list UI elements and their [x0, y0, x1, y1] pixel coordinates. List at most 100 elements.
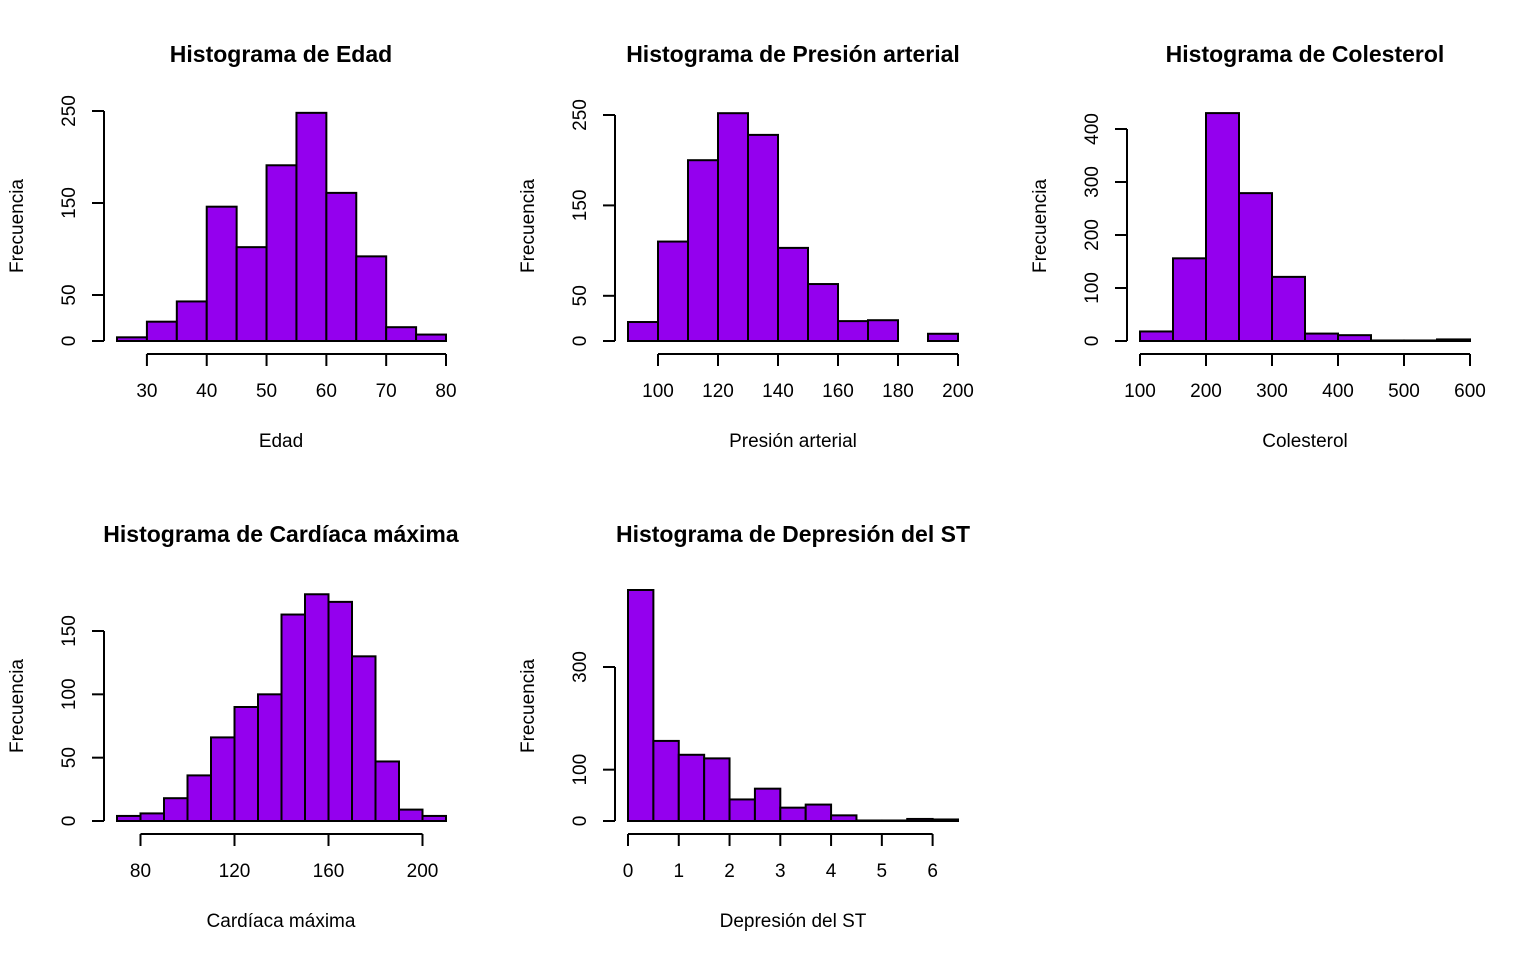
y-tick-label: 0: [570, 336, 591, 347]
y-tick-label: 150: [570, 190, 591, 222]
x-tick-label: 5: [877, 861, 888, 882]
histogram-bar: [257, 693, 283, 822]
histogram-bar: [1370, 339, 1405, 343]
histogram-bar: [116, 336, 148, 343]
panel-presion-arterial: Histograma de Presión arterial Presión a…: [518, 41, 974, 452]
histogram-bar: [627, 321, 659, 342]
x-tick-label: 100: [1124, 381, 1156, 402]
x-tick-label: 300: [1256, 381, 1288, 402]
chart-title: Histograma de Presión arterial: [626, 41, 960, 67]
y-tick-label: 50: [570, 285, 591, 306]
y-tick-label: 0: [570, 816, 591, 827]
x-tick-label: 400: [1322, 381, 1354, 402]
histogram-bar: [753, 787, 782, 822]
histogram-bar: [175, 300, 208, 343]
y-axis-label: Frecuencia: [518, 179, 539, 273]
x-axis-label: Cardíaca máxima: [207, 911, 356, 932]
histogram-bar: [145, 320, 178, 342]
histogram-bar: [265, 164, 298, 342]
histogram-bar: [830, 814, 858, 822]
chart-title: Histograma de Edad: [170, 41, 392, 67]
y-tick-label: 200: [1082, 219, 1103, 251]
histogram-bar: [280, 613, 306, 822]
histogram-bar: [777, 246, 809, 342]
histogram-bar: [779, 806, 807, 822]
x-tick-label: 140: [762, 381, 794, 402]
histogram-bar: [355, 255, 388, 342]
y-tick-label: 50: [59, 284, 80, 305]
y-tick-label: 150: [59, 615, 80, 647]
x-tick-label: 50: [256, 381, 277, 402]
y-tick-label: 100: [59, 678, 80, 710]
histogram-bar: [163, 797, 189, 823]
histogram-bar: [398, 808, 424, 822]
x-tick-label: 200: [407, 861, 439, 882]
x-tick-label: 0: [623, 861, 634, 882]
x-tick-label: 500: [1388, 381, 1420, 402]
y-tick-label: 400: [1082, 113, 1103, 145]
x-tick-label: 70: [376, 381, 397, 402]
x-tick-label: 600: [1454, 381, 1486, 402]
histogram-bar: [1205, 112, 1240, 342]
x-axis-label: Depresión del ST: [720, 911, 867, 932]
histogram-bar: [657, 240, 689, 342]
histogram-bar: [295, 111, 328, 342]
x-tick-label: 6: [927, 861, 938, 882]
x-tick-label: 80: [130, 861, 151, 882]
histogram-bar: [927, 332, 959, 343]
histogram-bar: [717, 112, 749, 342]
x-tick-label: 30: [136, 381, 157, 402]
x-tick-label: 180: [882, 381, 914, 402]
histogram-bar: [1436, 338, 1471, 343]
histogram-bar: [703, 757, 731, 823]
panel-edad: Histograma de Edad Edad Frecuencia 30 40 5…: [7, 41, 457, 452]
histogram-bar: [210, 736, 236, 823]
x-tick-label: 3: [775, 861, 786, 882]
panel-depresion-st: Histograma de Depresión del ST Depresión…: [518, 521, 970, 932]
y-axis-label: Frecuencia: [7, 179, 28, 273]
histogram-bar: [304, 593, 330, 822]
x-tick-label: 40: [196, 381, 217, 402]
x-tick-label: 80: [435, 381, 456, 402]
y-tick-label: 0: [59, 816, 80, 827]
histogram-bar: [728, 798, 756, 823]
chart-title: Histograma de Depresión del ST: [616, 521, 970, 547]
histogram-bar: [415, 333, 448, 342]
y-tick-label: 0: [1082, 336, 1103, 347]
y-tick-label: 100: [1082, 272, 1103, 304]
histogram-bar: [855, 819, 883, 823]
histogram-bar: [1304, 332, 1339, 342]
x-tick-label: 200: [1190, 381, 1222, 402]
x-axis-label: Presión arterial: [729, 431, 857, 452]
panel-cardiaca-maxima: Histograma de Cardíaca máxima Cardíaca m…: [7, 521, 459, 932]
x-tick-label: 4: [826, 861, 837, 882]
histogram-bar: [652, 739, 680, 822]
x-tick-label: 2: [724, 861, 735, 882]
histogram-bar: [186, 774, 212, 823]
y-tick-label: 0: [59, 336, 80, 347]
histogram-bar: [233, 706, 259, 822]
y-tick-label: 100: [570, 754, 591, 786]
y-axis-label: Frecuencia: [518, 659, 539, 753]
x-tick-label: 100: [642, 381, 674, 402]
y-axis-label: Frecuencia: [7, 659, 28, 753]
histogram-bar: [1337, 334, 1372, 343]
histogram-bar: [1403, 339, 1438, 343]
histogram-bar: [325, 191, 358, 342]
histogram-bar: [1172, 257, 1207, 343]
y-axis-label: Frecuencia: [1030, 179, 1051, 273]
histogram-bar: [1139, 330, 1174, 342]
x-tick-label: 200: [942, 381, 974, 402]
histogram-bar: [205, 205, 238, 342]
x-tick-label: 1: [673, 861, 684, 882]
y-tick-label: 300: [570, 651, 591, 683]
y-tick-label: 150: [59, 187, 80, 219]
x-tick-label: 60: [316, 381, 337, 402]
y-tick-label: 250: [570, 99, 591, 131]
y-tick-label: 300: [1082, 166, 1103, 198]
histogram-bar: [351, 655, 377, 822]
histogram-bar: [747, 133, 779, 342]
histogram-bar: [421, 814, 447, 823]
chart-title: Histograma de Colesterol: [1166, 41, 1445, 67]
